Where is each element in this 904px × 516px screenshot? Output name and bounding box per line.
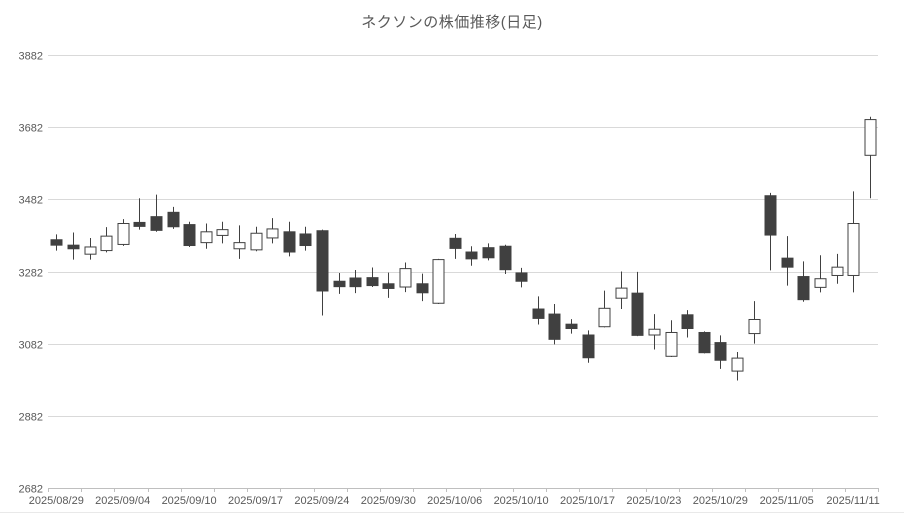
x-axis-label: 2025/11/11	[826, 495, 879, 507]
candle-body-up	[748, 318, 761, 335]
candle-body-down	[714, 342, 727, 361]
x-axis-label: 2025/08/29	[29, 495, 84, 507]
candle-body-up	[615, 287, 628, 299]
candle-body-down	[333, 280, 346, 288]
y-axis-label: 3082	[19, 340, 43, 352]
candle-body-down	[283, 231, 296, 253]
candle-body-down	[382, 283, 395, 289]
x-axis-label: 2025/10/17	[560, 495, 615, 507]
y-axis-label: 3682	[19, 123, 43, 135]
x-axis-label: 2025/10/29	[693, 495, 748, 507]
x-axis-label: 2025/09/24	[294, 495, 349, 507]
candle-body-up	[84, 246, 97, 255]
candle-body-down	[50, 239, 63, 246]
candle-body-down	[764, 195, 777, 236]
candle-body-up	[250, 232, 263, 251]
candle-body-up	[731, 357, 744, 372]
x-axis-label: 2025/09/04	[95, 495, 150, 507]
candle-body-down	[499, 245, 512, 271]
candle-body-up	[399, 268, 412, 288]
candle-body-up	[200, 231, 213, 244]
candle-body-up	[598, 307, 611, 328]
candle-body-down	[150, 216, 163, 231]
candle-body-down	[515, 272, 528, 282]
candle-body-down	[482, 247, 495, 259]
candle-body-up	[100, 235, 113, 252]
x-axis-label: 2025/09/17	[228, 495, 283, 507]
x-axis-label: 2025/09/30	[361, 495, 416, 507]
y-axis-label: 2682	[19, 484, 43, 496]
x-axis-label: 2025/10/06	[427, 495, 482, 507]
candle-body-down	[465, 251, 478, 260]
candle-body-down	[167, 211, 180, 228]
candle-body-up	[831, 266, 844, 276]
y-axis-label: 3482	[19, 195, 43, 207]
candle-body-down	[183, 224, 196, 247]
y-axis-label: 3282	[19, 268, 43, 280]
candle-body-down	[781, 257, 794, 268]
candle-body-down	[316, 230, 329, 292]
candle-body-up	[117, 223, 130, 245]
candle-body-down	[681, 314, 694, 330]
candle-body-down	[416, 283, 429, 294]
x-axis-label: 2025/11/05	[760, 495, 814, 507]
candle-body-down	[797, 276, 810, 301]
candle-body-up	[864, 119, 877, 156]
candle-body-down	[67, 244, 80, 250]
candle-body-up	[432, 259, 445, 304]
candle-body-up	[814, 278, 827, 288]
chart-title: ネクソンの株価推移(日足)	[361, 14, 543, 31]
x-axis-label: 2025/10/23	[626, 495, 681, 507]
candle-body-up	[648, 328, 661, 336]
candle-body-down	[565, 323, 578, 330]
candle-body-up	[233, 242, 246, 250]
candle-body-down	[631, 292, 644, 336]
candle-body-down	[532, 308, 545, 319]
candle-body-down	[299, 233, 312, 247]
x-axis-label: 2025/10/10	[494, 495, 549, 507]
y-axis-label: 2882	[19, 412, 43, 424]
candle-body-up	[216, 229, 229, 236]
candle-body-up	[847, 223, 860, 276]
candle-body-down	[582, 334, 595, 359]
candle-body-down	[366, 277, 379, 287]
candle-body-up	[665, 331, 678, 357]
candle-body-down	[698, 331, 711, 354]
y-axis-label: 3882	[19, 51, 43, 63]
candle-body-down	[133, 221, 146, 227]
candle-body-up	[266, 228, 279, 239]
x-axis-label: 2025/09/10	[162, 495, 217, 507]
candle-body-down	[548, 313, 561, 340]
candle-body-down	[449, 237, 462, 249]
candle-body-down	[349, 277, 362, 288]
